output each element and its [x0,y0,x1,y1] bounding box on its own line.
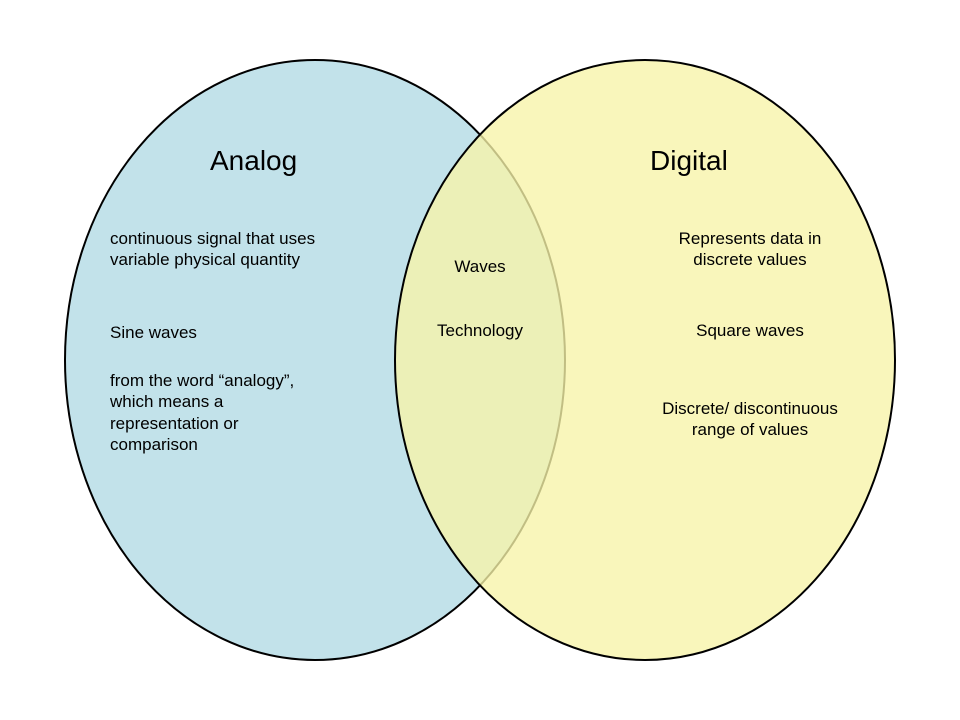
venn-center-item: Waves [420,256,540,277]
venn-left-item: continuous signal that uses variable phy… [110,228,330,271]
venn-right-item: Discrete/ discontinuous range of values [650,398,850,441]
venn-diagram: Analog Digital continuous signal that us… [0,0,960,720]
venn-circle-right [395,60,895,660]
venn-title-right: Digital [650,145,728,177]
venn-title-left: Analog [210,145,297,177]
venn-left-item: from the word “analogy”, which means a r… [110,370,310,455]
venn-right-item: Square waves [660,320,840,341]
venn-svg [0,0,960,720]
venn-center-item: Technology [420,320,540,341]
venn-right-item: Represents data in discrete values [660,228,840,271]
venn-left-item: Sine waves [110,322,310,343]
